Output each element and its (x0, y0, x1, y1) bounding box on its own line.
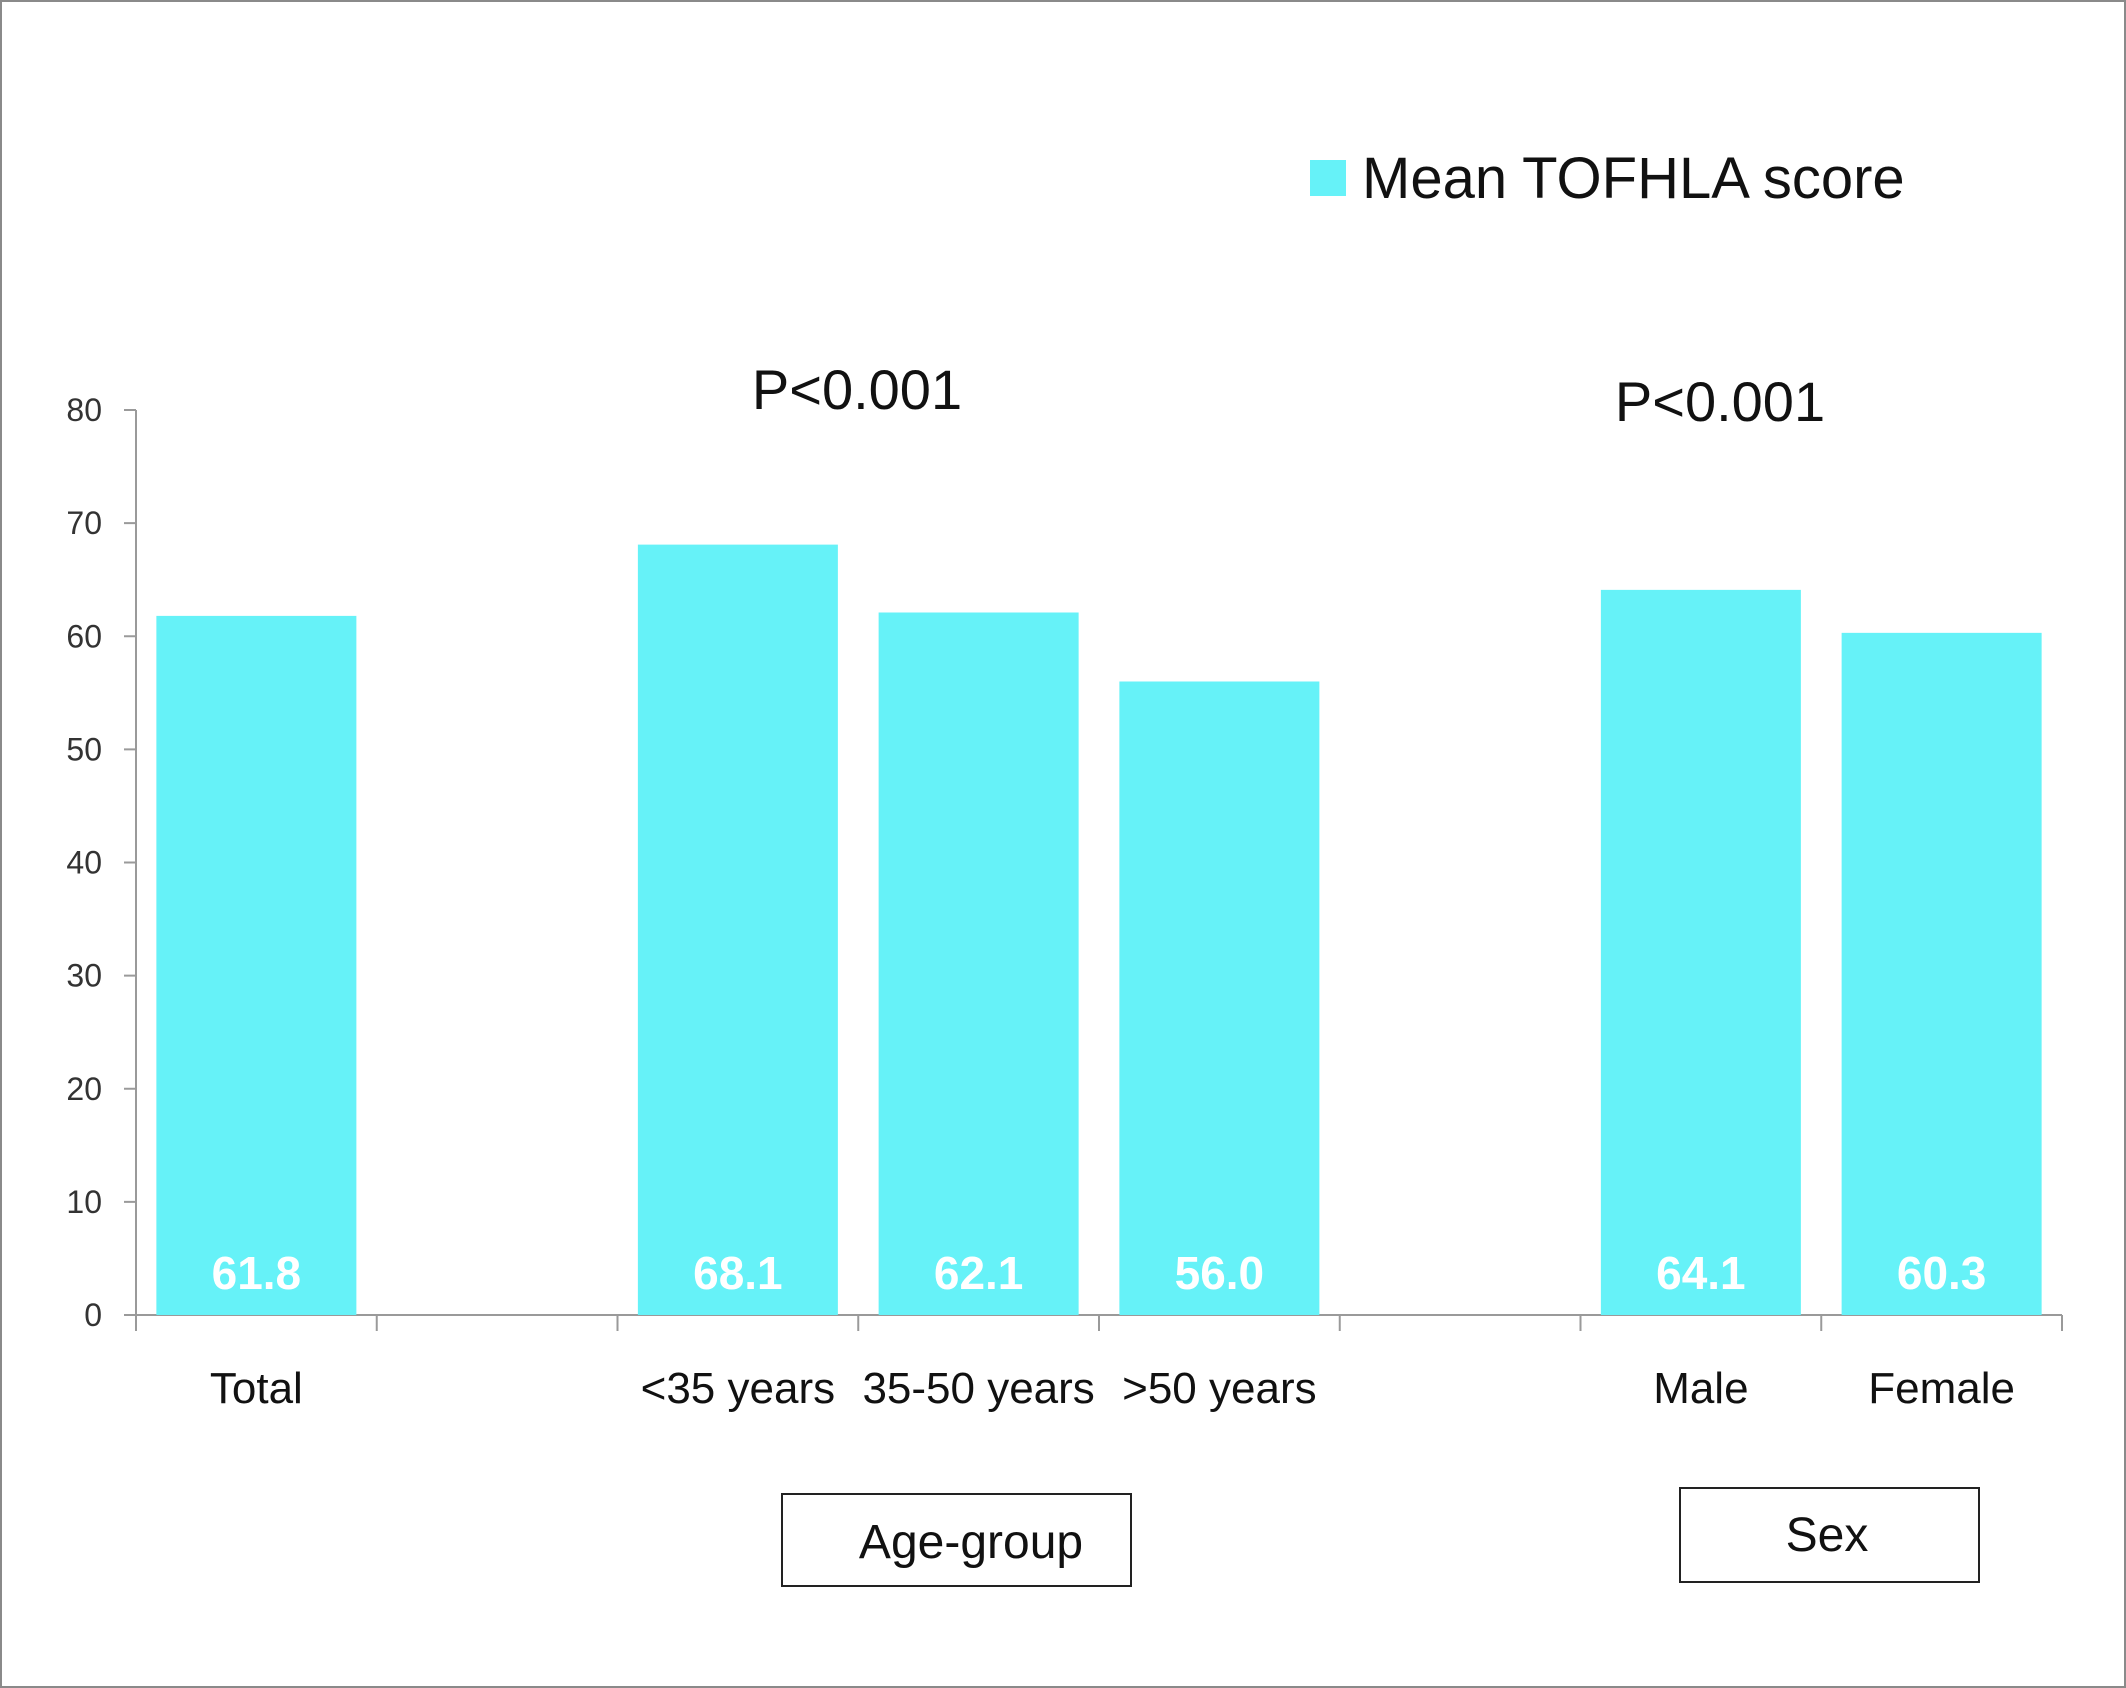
y-tick-label: 40 (66, 845, 102, 881)
legend-label: Mean TOFHLA score (1362, 146, 1905, 211)
bar (1600, 589, 1801, 1315)
p-value-age-group: P<0.001 (752, 358, 962, 421)
group-label-sex: Sex (1786, 1509, 1869, 1562)
y-tick-label: 10 (66, 1184, 102, 1220)
x-category-label: >50 years (1122, 1364, 1316, 1413)
bar (1841, 632, 2042, 1315)
p-value-sex: P<0.001 (1615, 370, 1825, 433)
bars: 61.8 68.1 62.1 56.0 64.1 60.3 (156, 544, 2042, 1315)
bar-data-label: 60.3 (1897, 1247, 1987, 1299)
y-tick-label: 50 (66, 731, 102, 767)
bar-data-label: 64.1 (1656, 1247, 1746, 1299)
group-box-age-frame (781, 1493, 1132, 1587)
x-category-label: 35-50 years (862, 1364, 1094, 1413)
x-category-label: Female (1868, 1364, 2015, 1413)
y-tick-label: 80 (66, 392, 102, 428)
x-category-label: Total (210, 1364, 303, 1413)
y-tick-label: 30 (66, 958, 102, 994)
axes: 0 10 20 30 40 50 60 70 80 Total <35 years 35-50 yea… (66, 392, 2063, 1413)
bar (156, 615, 357, 1315)
y-tick-label: 20 (66, 1071, 102, 1107)
legend: Mean TOFHLA score (1310, 146, 1905, 211)
y-tick-label: 0 (84, 1297, 102, 1333)
x-category-label: Male (1653, 1364, 1748, 1413)
bar-data-label: 56.0 (1175, 1247, 1265, 1299)
bar (878, 612, 1079, 1315)
bar-data-label: 62.1 (934, 1247, 1024, 1299)
bar-data-label: 68.1 (693, 1247, 783, 1299)
group-box-sex-frame (1679, 1487, 1980, 1583)
bar (1119, 681, 1320, 1315)
bar-data-label: 61.8 (212, 1247, 302, 1299)
x-category-label: <35 years (641, 1364, 835, 1413)
group-box-sex: Sex (1679, 1487, 1980, 1583)
y-tick-label: 70 (66, 505, 102, 541)
y-tick-label: 60 (66, 618, 102, 654)
group-box-age: Age-group (781, 1493, 1132, 1587)
bar (637, 544, 838, 1315)
legend-swatch (1310, 160, 1346, 196)
group-label-age: Age-group (859, 1516, 1083, 1569)
